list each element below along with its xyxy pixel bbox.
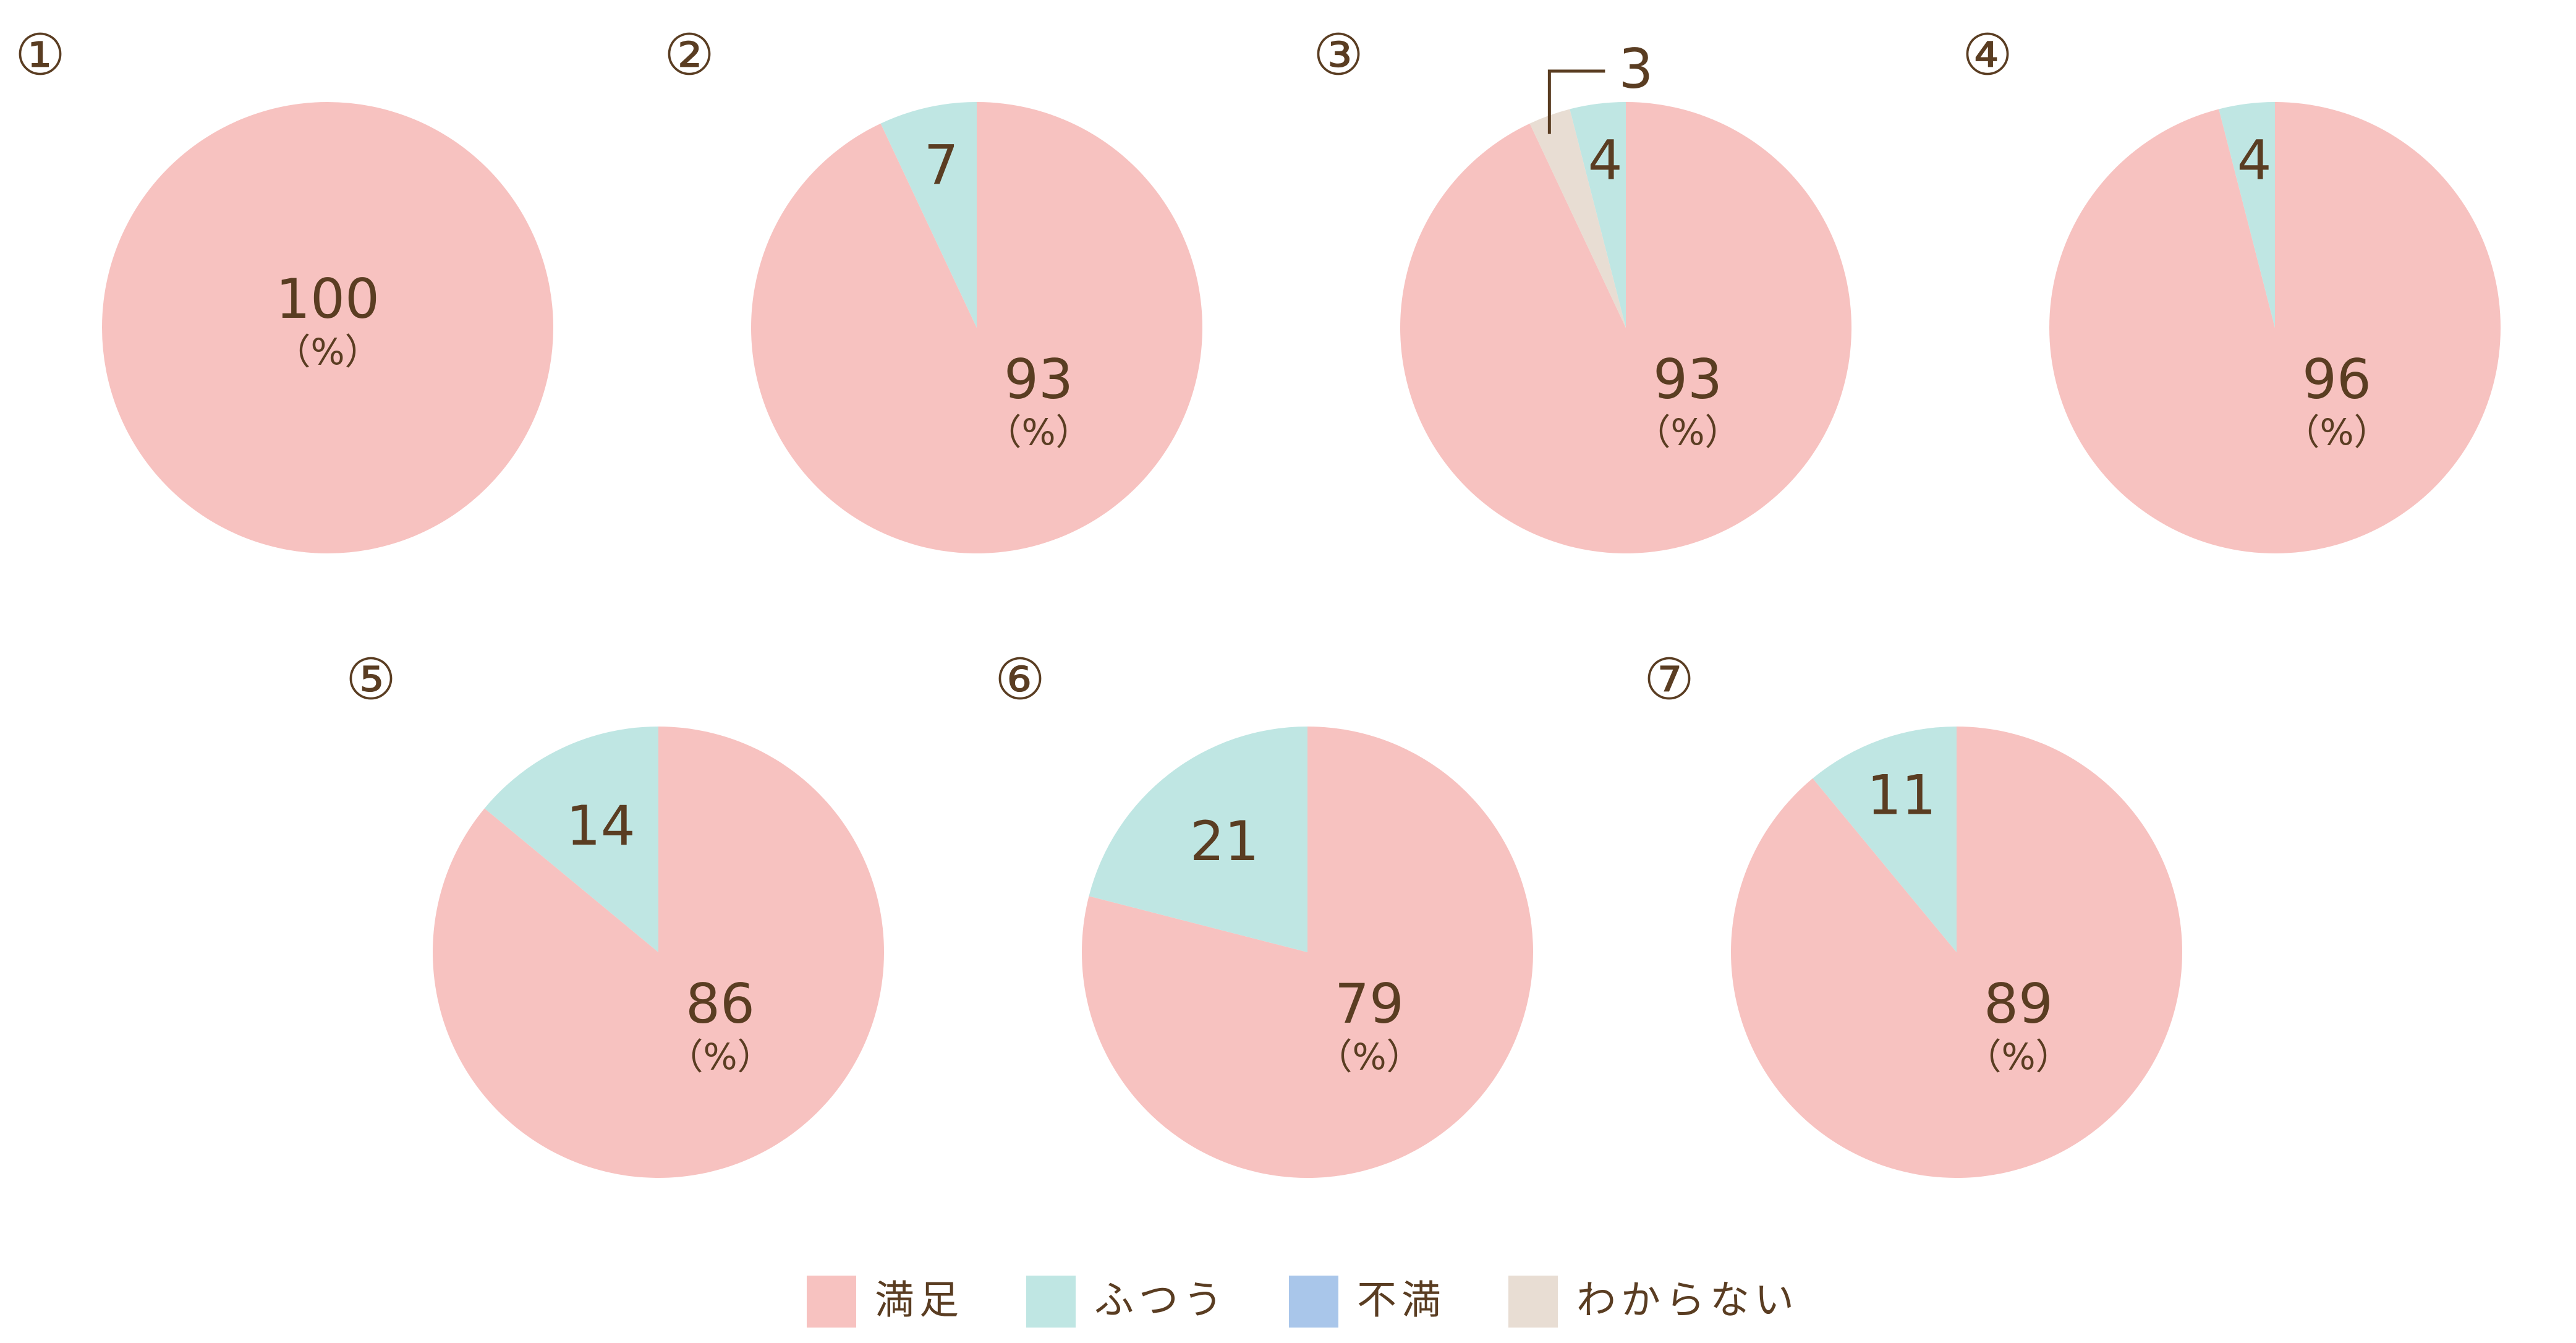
pie-chart-4: ④ 96（%） 4 bbox=[1962, 22, 2501, 554]
pie-value-label: 79 bbox=[1335, 972, 1404, 1036]
slice-value-label: 21 bbox=[1190, 809, 1259, 873]
legend-item-unknown: わからない bbox=[1508, 1276, 1799, 1328]
legend-item-satisfied: 満足 bbox=[807, 1276, 964, 1328]
pie-unit-label: （%） bbox=[1634, 411, 1740, 453]
pie-chart-2: ② 93（%） 7 bbox=[664, 22, 1203, 554]
pie-slice-ふつう bbox=[880, 102, 977, 328]
legend-item-dissatisfied: 不満 bbox=[1289, 1276, 1446, 1328]
legend-swatch bbox=[1026, 1276, 1076, 1328]
pie-slice-満足 bbox=[102, 102, 553, 553]
pie-value-label: 93 bbox=[1004, 347, 1073, 411]
pie-slice-ふつう bbox=[1813, 727, 1957, 952]
pie-value-label: 86 bbox=[686, 972, 755, 1036]
slice-value-label: 4 bbox=[2237, 129, 2272, 192]
slice-value-label: 7 bbox=[924, 133, 959, 197]
slice-value-label: 14 bbox=[566, 794, 635, 858]
legend-swatch bbox=[807, 1276, 856, 1328]
slice-value-label: 3 bbox=[1618, 37, 1653, 101]
chart-index-label: ⑥ bbox=[995, 646, 1045, 712]
chart-index-label: ④ bbox=[1962, 22, 2013, 88]
pie-chart-7: ⑦ 89（%） 11 bbox=[1644, 646, 2183, 1178]
legend-label: 満足 bbox=[875, 1278, 964, 1324]
legend-label: ふつう bbox=[1094, 1278, 1228, 1324]
chart-index-label: ① bbox=[15, 22, 66, 88]
pie-unit-label: （%） bbox=[1965, 1036, 2071, 1078]
legend-label: 不満 bbox=[1357, 1278, 1446, 1324]
legend-item-normal: ふつう bbox=[1026, 1276, 1228, 1328]
pie-unit-label: （%） bbox=[2284, 411, 2389, 453]
pie-slice-ふつう bbox=[1570, 102, 1626, 328]
pie-value-label: 100 bbox=[276, 267, 380, 331]
pie-chart-3: ③ 93（%） 4 3 bbox=[1313, 22, 1852, 554]
pie-value-label: 89 bbox=[1984, 972, 2053, 1036]
slice-value-label: 4 bbox=[1588, 129, 1623, 192]
pie-slice-ふつう bbox=[2219, 102, 2275, 328]
chart-index-label: ⑦ bbox=[1644, 646, 1694, 712]
pie-slice-ふつう bbox=[484, 727, 658, 952]
pie-unit-label: （%） bbox=[274, 331, 380, 373]
pie-slice-満足 bbox=[1731, 727, 2183, 1178]
chart-index-label: ② bbox=[664, 22, 715, 88]
chart-index-label: ⑤ bbox=[346, 646, 396, 712]
callout-line bbox=[1547, 69, 1605, 134]
pie-slice-ふつう bbox=[1089, 727, 1307, 952]
pie-unit-label: （%） bbox=[1316, 1036, 1422, 1078]
pie-unit-label: （%） bbox=[667, 1036, 773, 1078]
pie-slice-わからない bbox=[1529, 109, 1626, 328]
legend-swatch bbox=[1289, 1276, 1338, 1328]
pie-chart-5: ⑤ 86（%） 14 bbox=[346, 646, 884, 1179]
pie-unit-label: （%） bbox=[985, 411, 1091, 453]
legend-label: わからない bbox=[1576, 1278, 1799, 1324]
pie-slice-満足 bbox=[751, 102, 1203, 554]
chart-index-label: ③ bbox=[1313, 22, 1364, 88]
legend-swatch bbox=[1508, 1276, 1558, 1328]
pie-chart-1: ① 100（%） bbox=[15, 22, 553, 553]
pie-chart-6: ⑥ 79（%） 21 bbox=[995, 646, 1534, 1179]
pie-value-label: 93 bbox=[1653, 347, 1722, 411]
slice-value-label: 11 bbox=[1867, 764, 1936, 827]
legend: 満足 ふつう 不満 わからない bbox=[807, 1276, 1799, 1328]
pie-value-label: 96 bbox=[2302, 347, 2371, 411]
